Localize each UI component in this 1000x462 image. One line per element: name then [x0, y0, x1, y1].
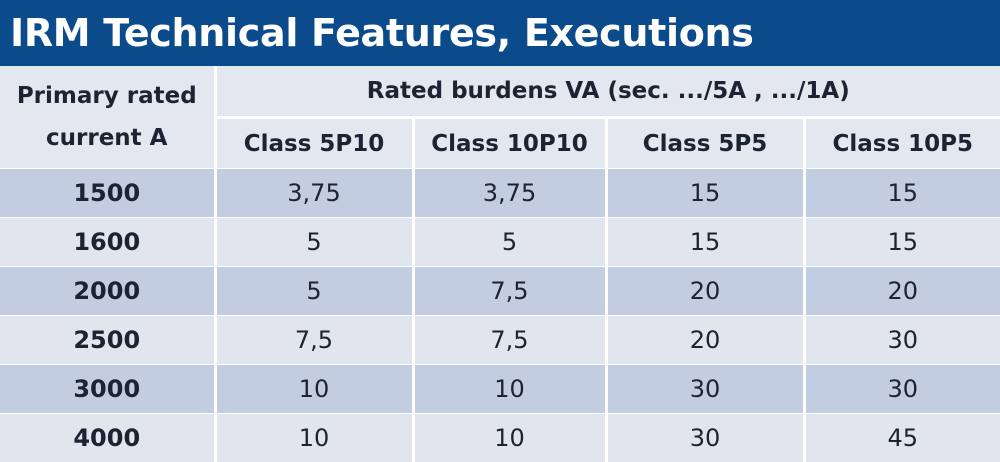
table-row: 1500 3,75 3,75 15 15	[0, 169, 1000, 218]
value-cell: 15	[804, 169, 1000, 218]
primary-current-cell: 1500	[0, 169, 215, 218]
primary-current-cell: 1600	[0, 218, 215, 267]
value-cell: 15	[606, 218, 804, 267]
value-cell: 15	[606, 169, 804, 218]
value-cell: 30	[804, 316, 1000, 365]
value-cell: 7,5	[413, 267, 606, 316]
value-cell: 30	[606, 414, 804, 462]
table-row: 2000 5 7,5 20 20	[0, 267, 1000, 316]
value-cell: 20	[606, 267, 804, 316]
table-row: 2500 7,5 7,5 20 30	[0, 316, 1000, 365]
rated-burdens-header: Rated burdens VA (sec. .../5A , .../1A)	[215, 66, 1000, 118]
primary-current-header-line1: Primary rated	[0, 75, 214, 117]
burden-table: Primary rated current A Rated burdens VA…	[0, 66, 1000, 462]
value-cell: 7,5	[413, 316, 606, 365]
column-header-class-10p10: Class 10P10	[413, 118, 606, 169]
primary-current-cell: 4000	[0, 414, 215, 462]
value-cell: 15	[804, 218, 1000, 267]
value-cell: 10	[215, 414, 413, 462]
primary-current-header: Primary rated current A	[0, 66, 215, 169]
value-cell: 20	[606, 316, 804, 365]
value-cell: 5	[413, 218, 606, 267]
primary-current-cell: 2000	[0, 267, 215, 316]
value-cell: 7,5	[215, 316, 413, 365]
value-cell: 20	[804, 267, 1000, 316]
value-cell: 5	[215, 218, 413, 267]
value-cell: 3,75	[215, 169, 413, 218]
column-header-class-5p10: Class 5P10	[215, 118, 413, 169]
primary-current-cell: 2500	[0, 316, 215, 365]
value-cell: 10	[413, 414, 606, 462]
value-cell: 5	[215, 267, 413, 316]
page-title: IRM Technical Features, Executions	[0, 0, 1000, 66]
value-cell: 45	[804, 414, 1000, 462]
primary-current-header-line2: current A	[0, 117, 214, 159]
column-header-class-10p5: Class 10P5	[804, 118, 1000, 169]
value-cell: 30	[804, 365, 1000, 414]
table-row: 1600 5 5 15 15	[0, 218, 1000, 267]
value-cell: 3,75	[413, 169, 606, 218]
value-cell: 10	[413, 365, 606, 414]
primary-current-cell: 3000	[0, 365, 215, 414]
table-row: 4000 10 10 30 45	[0, 414, 1000, 462]
value-cell: 10	[215, 365, 413, 414]
value-cell: 30	[606, 365, 804, 414]
table-row: 3000 10 10 30 30	[0, 365, 1000, 414]
column-header-class-5p5: Class 5P5	[606, 118, 804, 169]
